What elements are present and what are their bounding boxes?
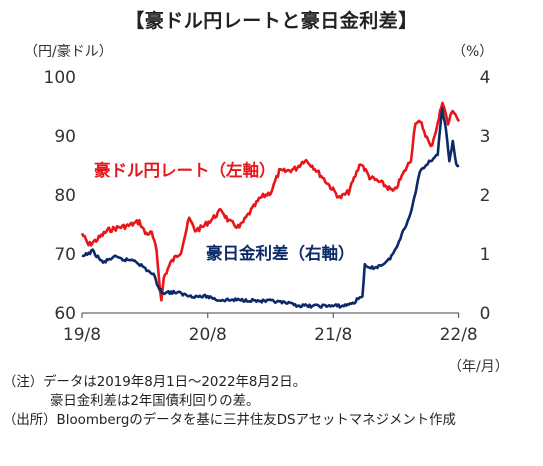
x-tick-label: 22/8 <box>440 325 478 345</box>
left-tick-label: 70 <box>54 245 76 265</box>
series-annotation: 豪日金利差（右軸） <box>206 243 355 263</box>
note-line: （注）データは2019年8月1日～2022年8月2日。 <box>3 375 307 390</box>
series-line-rate-diff <box>81 107 460 309</box>
left-tick-label: 100 <box>44 68 76 88</box>
x-tick-label: 21/8 <box>314 325 352 345</box>
right-axis-unit: （%） <box>452 44 493 60</box>
right-tick-label: 3 <box>480 127 491 147</box>
right-tick-label: 4 <box>480 68 491 88</box>
left-tick-label: 60 <box>54 304 76 324</box>
x-tick-label: 19/8 <box>63 325 101 345</box>
source-line: （出所）Bloombergのデータを基に三井住友DSアセットマネジメント作成 <box>3 413 456 428</box>
series-line-audjpy <box>80 101 461 302</box>
chart-title: 【豪ドル円レートと豪日金利差】 <box>125 10 418 32</box>
x-tick-label: 20/8 <box>189 325 227 345</box>
left-tick-label: 90 <box>54 127 76 147</box>
x-axis-unit: （年/月） <box>448 359 509 375</box>
right-tick-label: 0 <box>480 304 491 324</box>
right-tick-label: 2 <box>480 186 491 206</box>
note-line: 豪日金利差は2年国債利回りの差。 <box>50 394 260 409</box>
left-tick-label: 80 <box>54 186 76 206</box>
left-axis-unit: （円/豪ドル） <box>24 44 113 60</box>
series-annotation: 豪ドル円レート（左軸） <box>94 160 276 180</box>
right-tick-label: 1 <box>480 245 491 265</box>
